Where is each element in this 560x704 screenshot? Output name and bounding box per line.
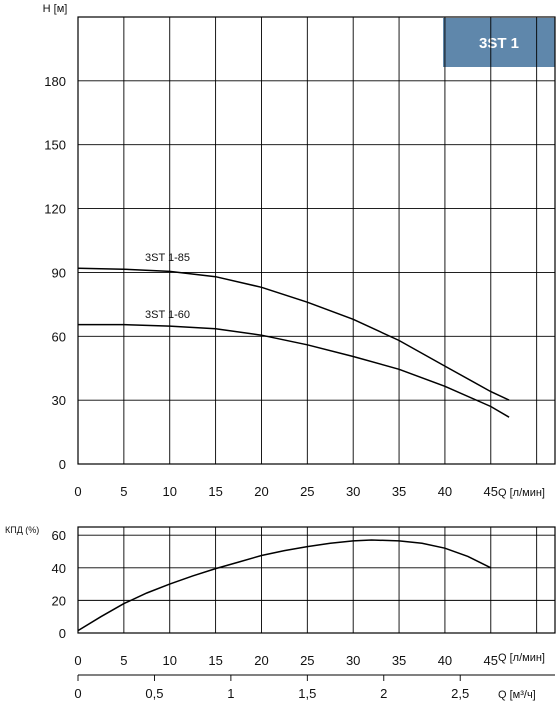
efficiency-y-axis-label: КПД (%): [5, 525, 39, 535]
flow-m3h-axis: 0 0,5 1 1,5 2 2,5 Q [м³/ч]: [74, 674, 555, 701]
x-tick-label: 10: [162, 484, 176, 499]
flow-tick-label: 0: [74, 686, 81, 701]
series-line-1: [77, 267, 510, 401]
flow-m3h-ticks: 0 0,5 1 1,5 2 2,5: [74, 675, 469, 701]
x-tick-label: 5: [120, 484, 127, 499]
y-tick-label: 30: [52, 393, 66, 408]
y-tick-label: 180: [44, 74, 66, 89]
y-tick-label: 60: [52, 528, 66, 543]
x-tick-label: 0: [74, 484, 81, 499]
x-tick-label: 30: [346, 653, 360, 668]
series-line-1: [77, 539, 492, 632]
efficiency-x-ticks: 0 5 10 15 20 25 30 35 40 45: [74, 653, 498, 668]
x-tick-label: 0: [74, 653, 81, 668]
flow-tick-label: 1,5: [298, 686, 316, 701]
head-chart-frame: [77, 16, 556, 465]
x-tick-label: 30: [346, 484, 360, 499]
badge-text: 3ST 1: [479, 35, 519, 52]
efficiency-curves: [77, 539, 492, 632]
head-curves: [77, 267, 510, 418]
x-tick-label: 25: [300, 653, 314, 668]
flow-tick-label: 1: [227, 686, 234, 701]
x-tick-label: 20: [254, 653, 268, 668]
y-tick-label: 150: [44, 138, 66, 153]
y-tick-label: 120: [44, 202, 66, 217]
efficiency-grid: [78, 527, 555, 633]
efficiency-x-axis-label: Q [л/мин]: [498, 652, 545, 664]
x-tick-label: 45: [484, 484, 498, 499]
x-tick-label: 10: [162, 653, 176, 668]
head-x-axis-label: Q [л/мин]: [498, 487, 545, 499]
flow-tick-label: 0,5: [145, 686, 163, 701]
series-label-3st1-60: 3ST 1-60: [145, 309, 190, 321]
x-tick-label: 45: [484, 653, 498, 668]
y-tick-label: 40: [52, 561, 66, 576]
y-tick-label: 0: [59, 457, 66, 472]
head-grid: [78, 17, 555, 464]
flow-tick-label: 2,5: [451, 686, 469, 701]
series-line-2: [78, 323, 510, 418]
x-tick-label: 15: [208, 484, 222, 499]
head-y-ticks: 0 30 60 90 120 150 180: [44, 74, 66, 472]
series-label-3st1-85: 3ST 1-85: [145, 252, 190, 264]
flow-m3h-axis-label: Q [м³/ч]: [498, 689, 536, 701]
efficiency-y-ticks: 0 20 40 60: [52, 528, 66, 641]
x-tick-label: 15: [208, 653, 222, 668]
head-x-ticks: 0 5 10 15 20 25 30 35 40 45: [74, 484, 498, 499]
x-tick-label: 35: [392, 653, 406, 668]
x-tick-label: 5: [120, 653, 127, 668]
x-tick-label: 25: [300, 484, 314, 499]
head-chart: 0 30 60 90 120 150 180 0 5 10 15 20 25 30 35 40 45 H [м…: [43, 3, 556, 499]
head-y-axis-label: H [м]: [43, 3, 68, 15]
efficiency-chart: 0 20 40 60 0 5 10 15 20 25 30 35 40 45 КПД (%) Q [л/…: [5, 525, 556, 668]
x-tick-label: 40: [438, 484, 452, 499]
y-tick-label: 90: [52, 265, 66, 280]
model-badge: 3ST 1: [443, 18, 555, 67]
efficiency-chart-frame: [77, 526, 556, 634]
x-tick-label: 40: [438, 653, 452, 668]
x-tick-label: 20: [254, 484, 268, 499]
x-tick-label: 35: [392, 484, 406, 499]
y-tick-label: 0: [59, 626, 66, 641]
flow-tick-label: 2: [380, 686, 387, 701]
y-tick-label: 20: [52, 593, 66, 608]
y-tick-label: 60: [52, 329, 66, 344]
